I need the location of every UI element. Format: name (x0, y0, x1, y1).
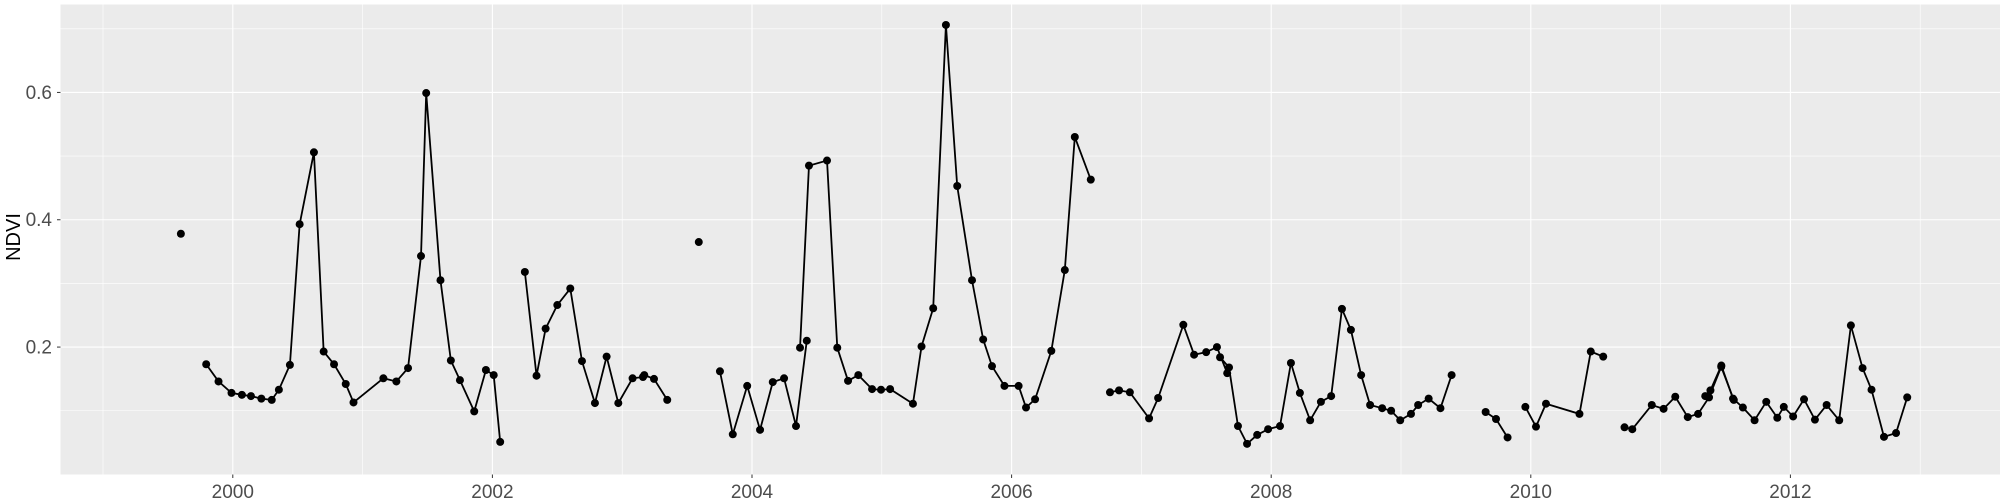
svg-text:2006: 2006 (990, 482, 1032, 500)
svg-text:0.6: 0.6 (26, 83, 52, 104)
svg-text:2004: 2004 (731, 482, 774, 500)
svg-text:2008: 2008 (1250, 482, 1292, 500)
svg-text:2012: 2012 (1769, 482, 1811, 500)
svg-text:0.4: 0.4 (26, 210, 53, 231)
svg-text:2010: 2010 (1510, 482, 1552, 500)
svg-text:2002: 2002 (471, 482, 513, 500)
svg-text:NDVI: NDVI (3, 213, 25, 261)
svg-text:2000: 2000 (212, 482, 254, 500)
svg-text:0.2: 0.2 (26, 338, 52, 359)
